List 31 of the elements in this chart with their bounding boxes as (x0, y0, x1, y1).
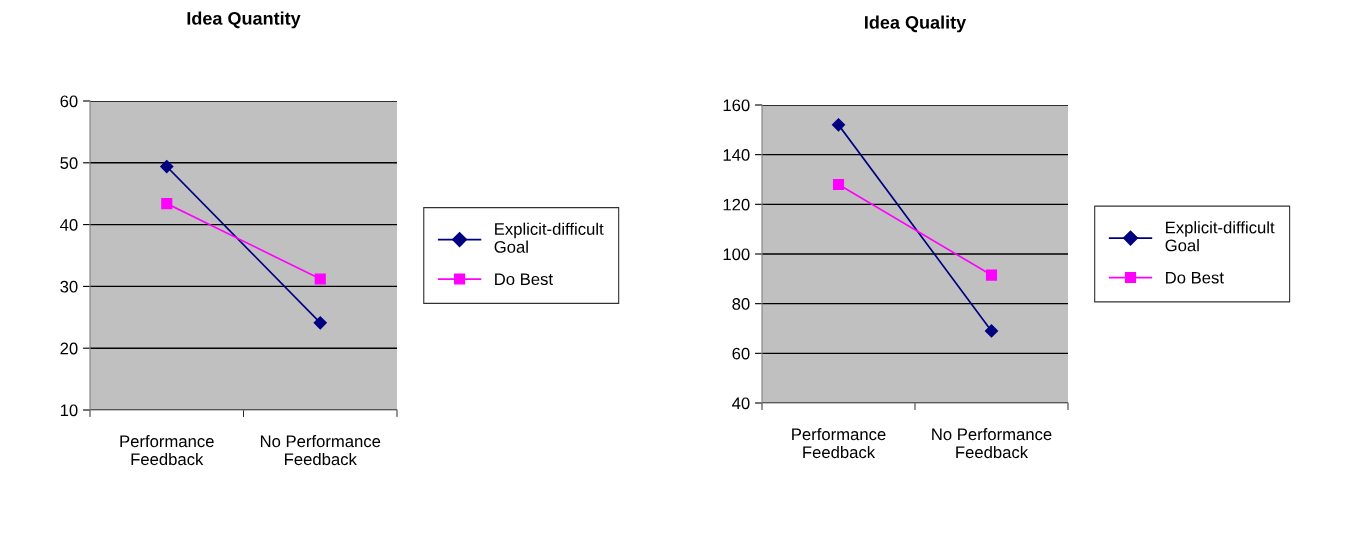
y-tick-label: 60 (60, 95, 78, 108)
point (313, 316, 327, 330)
legend-label: Do Best (495, 273, 553, 286)
y-tick-label: 40 (60, 219, 78, 231)
y-tick-label: 60 (732, 347, 750, 360)
point (985, 269, 998, 281)
point (831, 118, 846, 132)
x-tick-label: Performance Feedback (792, 428, 886, 459)
point (314, 273, 326, 285)
legend-label: Explicit-difficult Goal (494, 222, 604, 253)
legend-label: Do Best (1166, 271, 1224, 284)
point (160, 159, 174, 174)
y-tick-label: 50 (60, 157, 78, 169)
x-tick-label: No Performance Feedback (932, 428, 1052, 459)
point (161, 198, 173, 210)
y-tick-label: 140 (723, 149, 750, 161)
y-tick-label: 80 (732, 298, 750, 310)
x-tick-label: Performance Feedback (120, 435, 214, 466)
legend-label: Explicit-difficult Goal (1165, 221, 1275, 252)
chart-title: Idea Quantity (187, 11, 301, 29)
chart-title: Idea Quality (865, 15, 967, 33)
y-tick-label: 40 (732, 397, 750, 410)
y-tick-label: 20 (60, 342, 78, 355)
y-tick-label: 10 (60, 404, 78, 417)
y-tick-label: 160 (723, 99, 750, 112)
y-tick-label: 100 (723, 248, 750, 261)
y-tick-label: 30 (60, 280, 78, 293)
y-tick-label: 120 (723, 198, 750, 211)
point (832, 178, 845, 191)
point (984, 324, 999, 338)
x-tick-label: No Performance Feedback (260, 435, 381, 466)
